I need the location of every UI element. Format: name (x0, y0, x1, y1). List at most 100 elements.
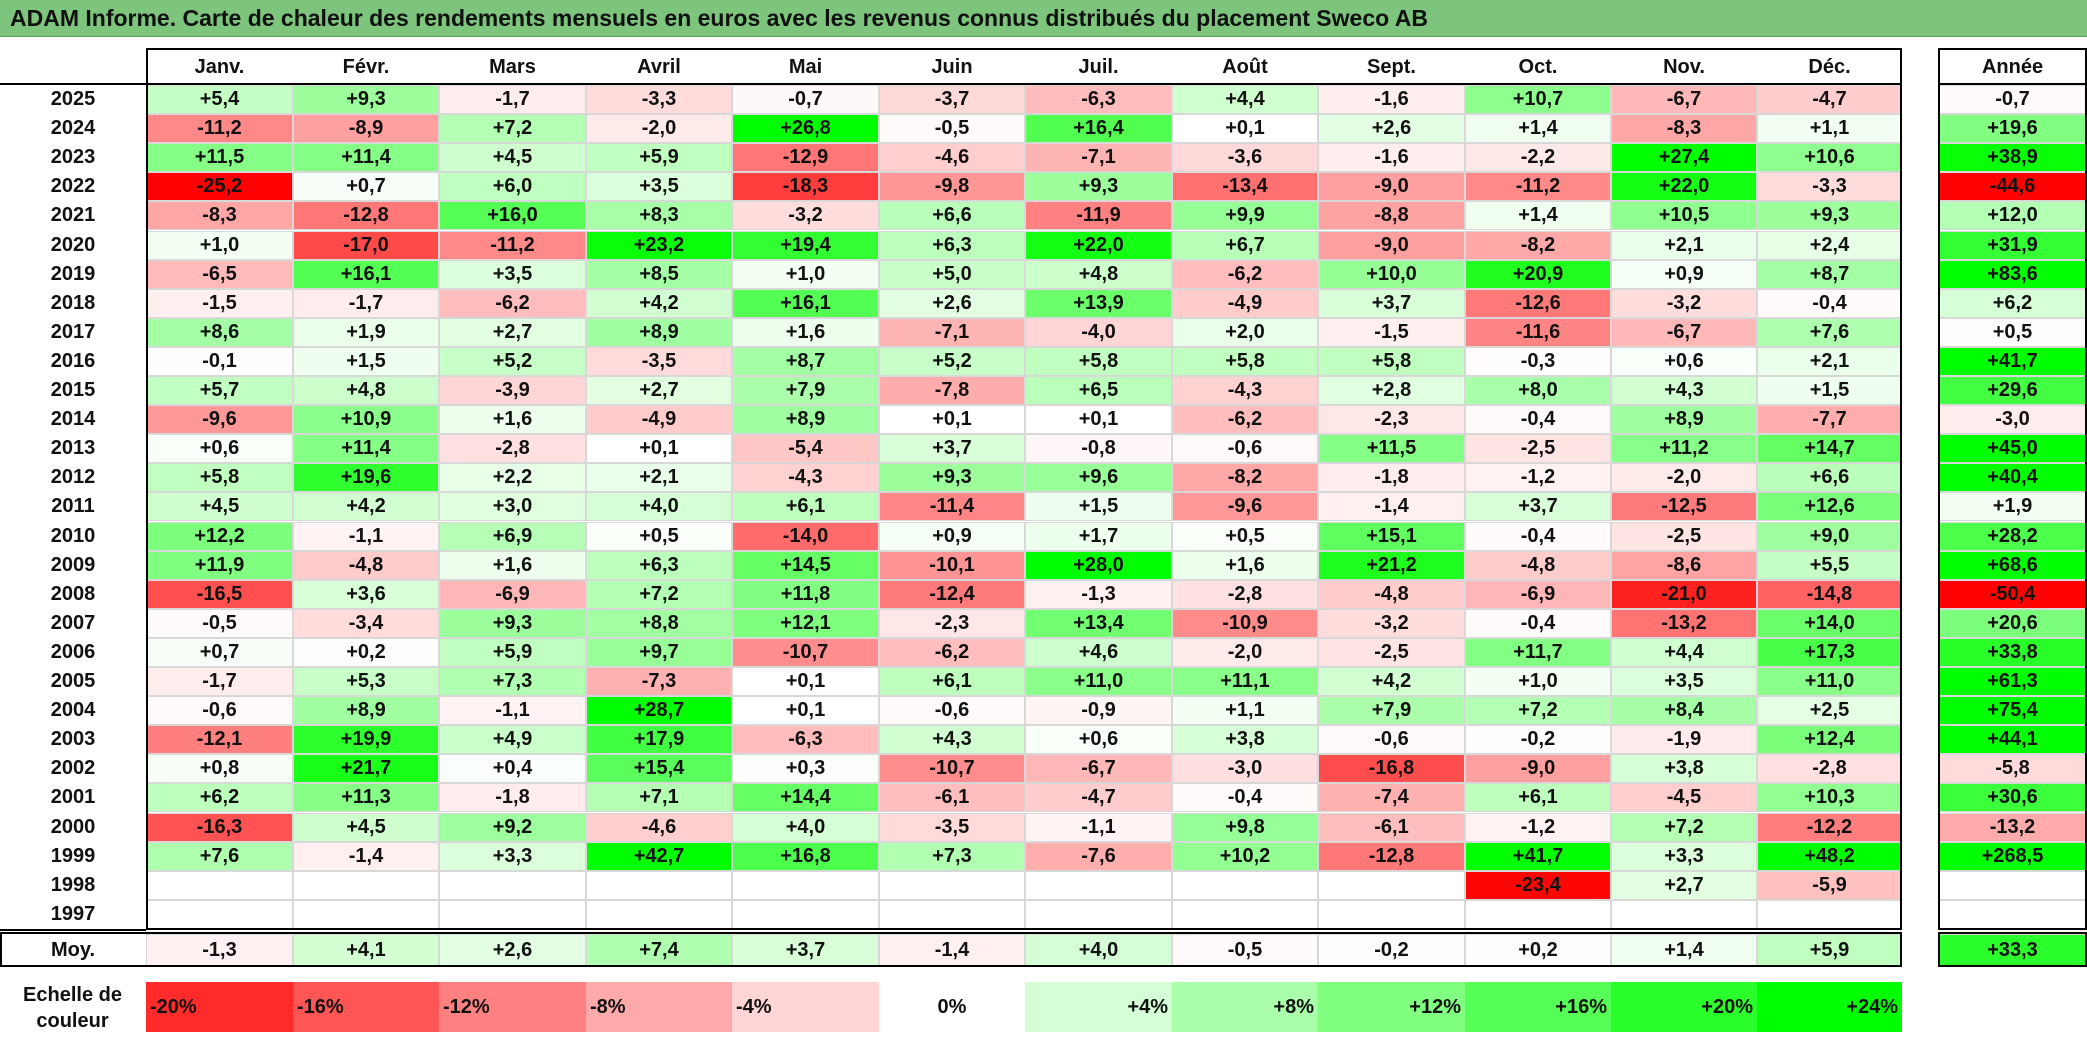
year-label: 1998 (50, 873, 96, 896)
heatmap-cell: +4,2 (1318, 667, 1465, 697)
column-header: Déc. (1808, 55, 1851, 78)
heatmap-cell: -1,4 (1318, 492, 1465, 522)
heatmap-cell: -12,8 (1318, 841, 1465, 871)
color-scale-step: -8% (586, 982, 732, 1032)
heatmap-cell: +48,2 (1757, 841, 1902, 871)
heatmap-cell: +7,3 (439, 667, 586, 697)
annual-cell: +44,1 (1938, 725, 2087, 755)
heatmap-cell: +13,9 (1025, 288, 1172, 318)
heatmap-cell: -6,2 (1172, 405, 1318, 435)
heatmap-cell: +3,3 (439, 841, 586, 871)
heatmap-cell: +1,6 (439, 405, 586, 435)
annual-cell: +20,6 (1938, 608, 2087, 638)
heatmap-cell: -4,3 (1172, 376, 1318, 406)
annual-cell: +12,0 (1938, 201, 2087, 231)
heatmap-cell (439, 899, 586, 929)
heatmap-cell: -10,1 (879, 550, 1025, 580)
heatmap-cell: +2,1 (586, 463, 732, 493)
average-label: Moy. (50, 938, 96, 961)
heatmap-cell: +8,9 (293, 696, 439, 726)
heatmap-cell: -3,7 (879, 85, 1025, 115)
year-label: 2005 (50, 670, 96, 693)
heatmap-cell: -8,2 (1172, 463, 1318, 493)
heatmap-cell: +3,0 (439, 492, 586, 522)
heatmap-cell: +11,5 (1318, 434, 1465, 464)
heatmap-cell (1318, 870, 1465, 900)
heatmap-cell: +5,8 (1318, 346, 1465, 376)
heatmap-cell: -1,9 (1611, 725, 1757, 755)
heatmap-cell: +11,0 (1025, 667, 1172, 697)
heatmap-cell: -1,5 (146, 288, 293, 318)
heatmap-cell: -1,4 (293, 841, 439, 871)
heatmap-cell: +3,5 (1611, 667, 1757, 697)
heatmap-cell: +0,7 (293, 172, 439, 202)
heatmap-cell: -2,2 (1465, 143, 1611, 173)
heatmap-cell: +5,5 (1757, 550, 1902, 580)
heatmap-cell: -16,3 (146, 812, 293, 842)
heatmap-cell: +4,3 (879, 725, 1025, 755)
heatmap-cell: -4,7 (1025, 783, 1172, 813)
heatmap-cell: -12,9 (732, 143, 879, 173)
heatmap-cell: -4,8 (293, 550, 439, 580)
heatmap-cell: -3,2 (1611, 288, 1757, 318)
year-label: 2017 (50, 320, 96, 343)
heatmap-cell: +2,1 (1757, 346, 1902, 376)
heatmap-cell: -6,2 (439, 288, 586, 318)
heatmap-cell: +2,6 (1318, 114, 1465, 144)
heatmap-cell: -0,5 (146, 608, 293, 638)
heatmap-cell: +2,5 (1757, 696, 1902, 726)
heatmap-cell: +1,1 (1757, 114, 1902, 144)
heatmap-cell: -10,9 (1172, 608, 1318, 638)
heatmap-cell: +10,3 (1757, 783, 1902, 813)
color-scale-step: -16% (293, 982, 439, 1032)
heatmap-cell: -10,7 (879, 754, 1025, 784)
year-label: 2019 (50, 262, 96, 285)
heatmap-cell: -3,3 (1757, 172, 1902, 202)
heatmap-cell: +0,1 (732, 667, 879, 697)
year-label: 2024 (50, 117, 96, 140)
color-scale-label: Echelle de couleur (23, 983, 122, 1032)
year-label: 1997 (50, 902, 96, 925)
average-annual-cell: +33,3 (1938, 934, 2087, 966)
heatmap-cell: +5,4 (146, 85, 293, 115)
heatmap-cell: +15,1 (1318, 521, 1465, 551)
heatmap-cell: -18,3 (732, 172, 879, 202)
annual-cell: +31,9 (1938, 230, 2087, 260)
year-label: 2003 (50, 728, 96, 751)
heatmap-cell: -5,9 (1757, 870, 1902, 900)
average-cell: +2,6 (439, 934, 586, 966)
heatmap-cell: -11,2 (1465, 172, 1611, 202)
heatmap-cell: -9,0 (1465, 754, 1611, 784)
column-header: Juin (931, 55, 973, 78)
heatmap-cell: +5,8 (1172, 346, 1318, 376)
heatmap-cell: +8,4 (1611, 696, 1757, 726)
heatmap-cell: -3,2 (1318, 608, 1465, 638)
heatmap-cell: +0,9 (1611, 259, 1757, 289)
year-label: 2006 (50, 640, 96, 663)
heatmap-cell: +7,2 (439, 114, 586, 144)
heatmap-cell: +1,6 (1172, 550, 1318, 580)
column-header: Sept. (1367, 55, 1416, 78)
heatmap-cell: +4,5 (146, 492, 293, 522)
heatmap-cell: -9,6 (146, 405, 293, 435)
heatmap-cell: +19,4 (732, 230, 879, 260)
heatmap-cell: -0,6 (1172, 434, 1318, 464)
heatmap-cell: +4,0 (586, 492, 732, 522)
heatmap-cell: +11,4 (293, 434, 439, 464)
heatmap-cell: +10,2 (1172, 841, 1318, 871)
heatmap-cell: +11,9 (146, 550, 293, 580)
annual-cell: +61,3 (1938, 667, 2087, 697)
heatmap-cell: +22,0 (1611, 172, 1757, 202)
heatmap-cell: +9,2 (439, 812, 586, 842)
heatmap-cell: +0,6 (1611, 346, 1757, 376)
heatmap-cell: -1,2 (1465, 812, 1611, 842)
heatmap-cell: -11,9 (1025, 201, 1172, 231)
heatmap-cell: +5,0 (879, 259, 1025, 289)
heatmap-cell: -25,2 (146, 172, 293, 202)
heatmap-cell: -7,1 (1025, 143, 1172, 173)
heatmap-cell: +4,6 (1025, 637, 1172, 667)
heatmap-cell: -4,9 (586, 405, 732, 435)
heatmap-cell: +2,0 (1172, 317, 1318, 347)
heatmap-cell (879, 870, 1025, 900)
heatmap-cell: -1,1 (439, 696, 586, 726)
